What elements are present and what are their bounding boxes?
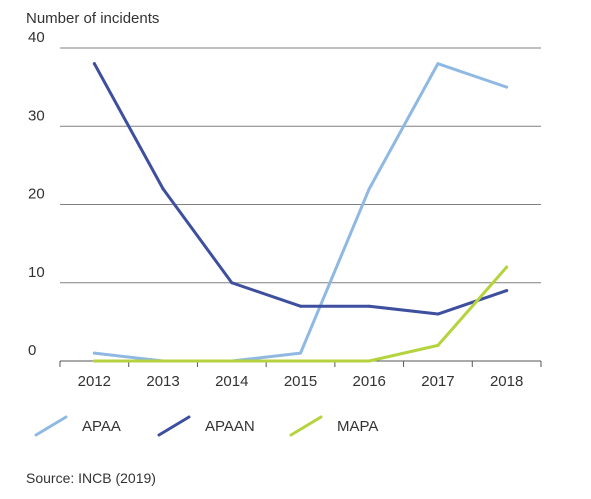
- data-point-mapa: [161, 359, 165, 363]
- series-line-apaa: [92, 62, 509, 363]
- series-line-mapa: [92, 265, 509, 363]
- legend-swatch-apaan: [157, 415, 191, 437]
- data-point-mapa: [92, 359, 96, 363]
- data-point-apaan: [367, 304, 371, 308]
- y-tick-label: 30: [28, 107, 45, 124]
- y-tick-label: 10: [28, 264, 45, 281]
- x-tick-label: 2016: [353, 373, 386, 390]
- data-point-apaan: [505, 289, 509, 293]
- legend-swatch-apaa: [34, 415, 68, 437]
- x-tick-label: 2014: [215, 373, 248, 390]
- x-tick-label: 2013: [146, 373, 179, 390]
- data-point-mapa: [230, 359, 234, 363]
- series-line-apaan: [92, 62, 509, 316]
- y-tick-label: 40: [28, 29, 45, 46]
- legend-swatch-mapa: [289, 415, 323, 437]
- data-point-apaan: [436, 312, 440, 316]
- data-point-apaa: [299, 351, 302, 355]
- source-note: Source: INCB (2019): [26, 470, 156, 486]
- x-tick-label: 2012: [78, 373, 111, 390]
- data-point-mapa: [299, 359, 302, 363]
- x-tick-label: 2018: [490, 373, 523, 390]
- data-point-apaa: [505, 85, 509, 89]
- data-point-apaa: [436, 62, 440, 66]
- data-point-apaan: [299, 304, 302, 308]
- data-point-apaa: [367, 187, 371, 191]
- legend-label-apaan: APAAN: [205, 418, 255, 435]
- data-point-apaan: [161, 187, 165, 191]
- x-tick-label: 2017: [421, 373, 454, 390]
- y-axis-label: Number of incidents: [26, 10, 160, 27]
- data-point-apaan: [230, 281, 234, 285]
- x-tick-label: 2015: [284, 373, 317, 390]
- legend-label-apaa: APAA: [82, 418, 121, 435]
- legend-label-mapa: MAPA: [337, 418, 378, 435]
- data-point-mapa: [505, 265, 509, 269]
- data-point-mapa: [436, 343, 440, 347]
- data-point-apaa: [92, 351, 96, 355]
- y-tick-label: 0: [28, 342, 36, 359]
- y-tick-label: 20: [28, 186, 45, 203]
- data-point-apaan: [92, 62, 96, 66]
- data-point-mapa: [367, 359, 371, 363]
